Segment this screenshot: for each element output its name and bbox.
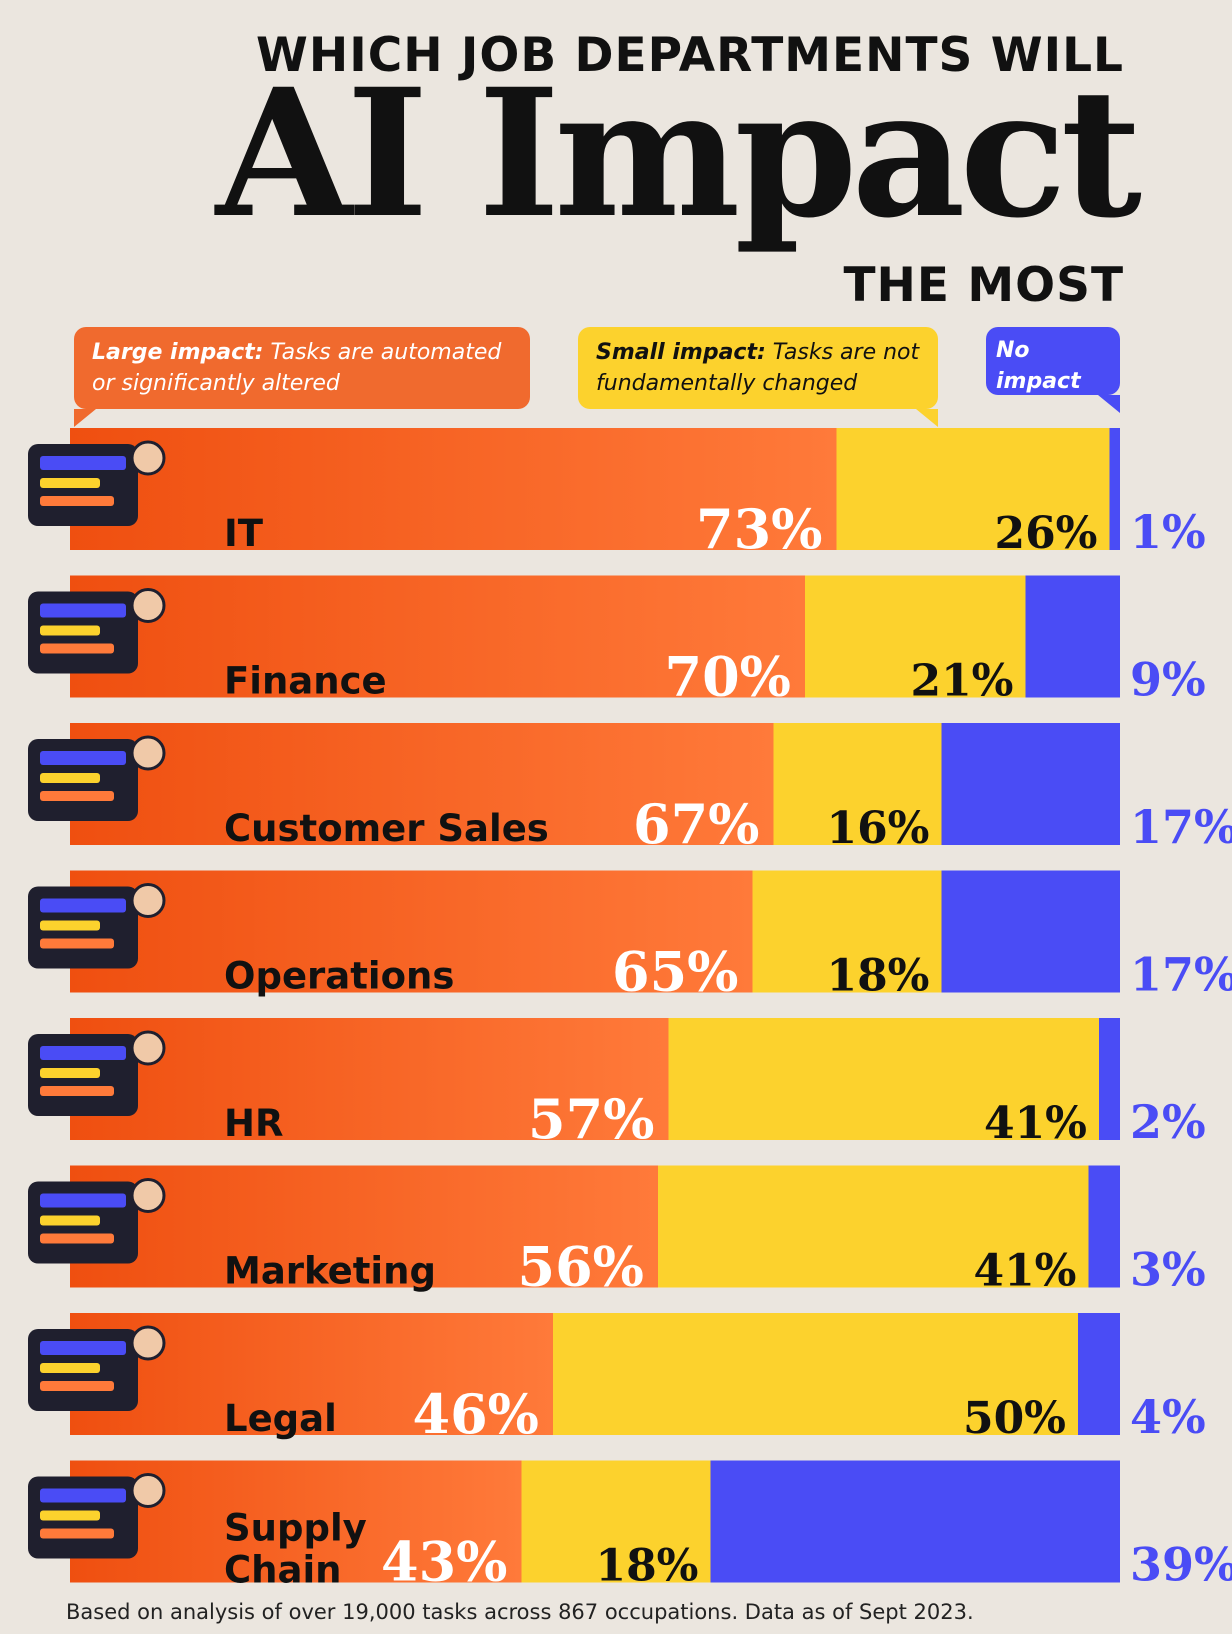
value-label-none: 9% (1130, 653, 1206, 707)
category-label: Legal (224, 1397, 337, 1440)
title-line-1: WHICH JOB DEPARTMENTS WILL (256, 28, 1124, 83)
value-label-none: 3% (1130, 1243, 1206, 1297)
bar-row: IT 73% 26% 1% (28, 428, 1206, 561)
bar-row: Marketing 56% 41% 3% (28, 1165, 1206, 1299)
bar-no-impact (941, 723, 1120, 845)
value-label-small: 50% (963, 1393, 1066, 1444)
bar-no-impact (1078, 1313, 1120, 1435)
category-label: IT (224, 512, 264, 555)
value-label-large: 65% (612, 940, 738, 1004)
value-label-large: 70% (665, 645, 791, 709)
value-label-none: 4% (1130, 1390, 1206, 1444)
bar-row: Finance 70% 21% 9% (28, 575, 1206, 709)
bar-large-impact (70, 870, 753, 993)
legend-small-impact: Small impact: Tasks are not fundamentall… (578, 327, 938, 427)
value-label-small: 18% (595, 1541, 698, 1592)
category-label: Finance (224, 660, 387, 703)
legend-no-impact: No impact (986, 327, 1120, 413)
value-label-large: 67% (633, 792, 759, 856)
bar-no-impact (1099, 1018, 1120, 1140)
value-label-small: 21% (910, 656, 1013, 707)
finance-calculator-icon (28, 588, 166, 674)
bar-no-impact (1025, 575, 1120, 698)
legal-scales-icon (28, 1325, 166, 1411)
bar-small-impact (668, 1018, 1099, 1140)
value-label-none: 17% (1130, 948, 1232, 1002)
bar-large-impact (70, 428, 837, 550)
bar-large-impact (70, 723, 774, 845)
legend-none-title: No impact (996, 338, 1081, 394)
sales-box-icon (28, 735, 166, 821)
value-label-large: 46% (413, 1382, 539, 1446)
category-label: HR (224, 1102, 283, 1145)
legend-small-title: Small impact: (596, 340, 766, 365)
value-label-none: 2% (1130, 1095, 1206, 1149)
supply-chain-map-icon (28, 1473, 166, 1559)
bar-no-impact (710, 1460, 1120, 1583)
bar-large-impact (70, 575, 805, 698)
it-worker-icon (28, 440, 166, 526)
operations-calendar-icon (28, 883, 166, 969)
bar-large-impact (70, 1018, 669, 1140)
value-label-small: 18% (826, 951, 929, 1002)
category-label: Operations (224, 955, 454, 998)
bar-no-impact (1088, 1165, 1120, 1288)
bar-small-impact (773, 723, 942, 845)
value-label-small: 41% (973, 1246, 1076, 1297)
value-label-none: 17% (1130, 800, 1232, 854)
bar-row: HR 57% 41% 2% (28, 1018, 1206, 1151)
bar-no-impact (1109, 428, 1120, 550)
bar-small-impact (521, 1460, 711, 1583)
category-label: Supply (224, 1507, 367, 1550)
category-label: Customer Sales (224, 807, 549, 850)
footnote: Based on analysis of over 19,000 tasks a… (66, 1600, 974, 1624)
bar-small-impact (658, 1165, 1089, 1288)
value-label-large: 56% (518, 1235, 644, 1299)
title-line-3: THE MOST (843, 258, 1124, 313)
bar-row: Legal 46% 50% 4% (28, 1313, 1206, 1446)
legend-small-text: Tasks are not fundamentally changed (596, 340, 920, 396)
value-label-small: 16% (826, 803, 929, 854)
bar-row: Customer Sales 67% 16% 17% (28, 723, 1232, 856)
bar-no-impact (941, 870, 1120, 993)
bar-small-impact (836, 428, 1110, 550)
category-label: Marketing (224, 1250, 436, 1293)
category-label: Chain (224, 1549, 342, 1592)
title-main: AI Impact (215, 50, 1142, 257)
value-label-large: 57% (528, 1087, 654, 1151)
bar-small-impact (805, 575, 1026, 698)
value-label-none: 1% (1130, 505, 1206, 559)
bar-row: Operations 65% 18% 17% (28, 870, 1232, 1004)
legend-large-text: Tasks are automated or significantly alt… (92, 340, 502, 396)
bar-large-impact (70, 1165, 658, 1288)
marketing-web-icon (28, 1178, 166, 1264)
bar-small-impact (752, 870, 942, 993)
bar-small-impact (553, 1313, 1078, 1435)
value-label-large: 43% (381, 1530, 507, 1594)
value-label-none: 39% (1130, 1538, 1232, 1592)
hr-people-icon (28, 1030, 166, 1116)
legend-large-title: Large impact: (92, 340, 264, 365)
legend-large-impact: Large impact: Tasks are automated or sig… (74, 327, 530, 427)
value-label-small: 41% (984, 1098, 1087, 1149)
value-label-small: 26% (994, 508, 1097, 559)
value-label-large: 73% (696, 497, 822, 561)
